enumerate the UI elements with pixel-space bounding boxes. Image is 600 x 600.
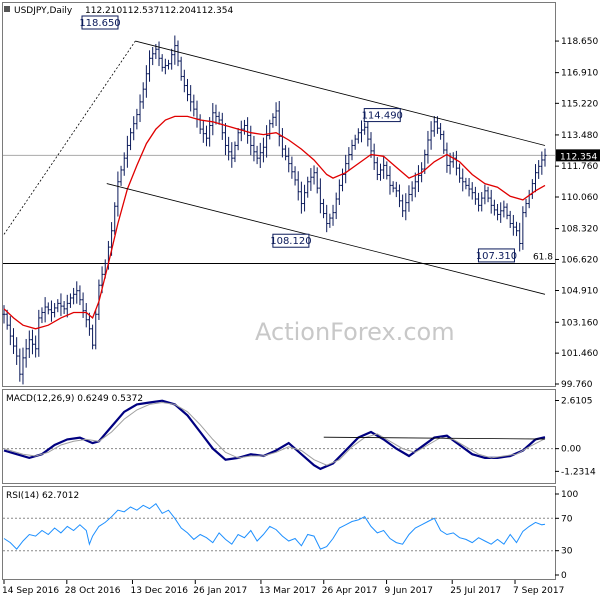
price-tick-label: 103.160 [561,318,598,328]
moving-average-line [3,115,546,330]
price-label-text: 118.650 [79,18,120,29]
price-tick-label: 99.760 [561,380,593,390]
rsi-line [3,502,546,550]
price-layer: 118.650 114.490 108.120 107.310 61.8 [2,15,555,385]
price-header: USDJPY,Daily 112.210 112.537 112.204 112… [4,6,233,16]
macd-panel [2,389,556,484]
price-tick-label: 115.220 [561,99,598,109]
macd-tick-label: -1.2314 [561,467,596,477]
macd-title: MACD(12,26,9) 0.6249 0.5372 [6,394,143,404]
rsi-tick-label: 70 [561,514,573,524]
price-tick-label: 106.620 [561,255,598,265]
low-value: 112.204 [159,6,196,16]
symbol-label: USDJPY,Daily [14,6,73,16]
rsi-tick-label: 0 [561,571,567,581]
price-label-text: 114.490 [362,111,403,122]
x-tick-label: 28 Oct 2016 [65,586,121,596]
x-tick-label: 25 Jul 2017 [450,586,501,596]
price-label-114-490: 114.490 [362,108,403,123]
watermark: ActionForex.com [255,318,455,346]
x-tick-label: 26 Jan 2017 [193,586,247,596]
axis-layer: 112.354 118.650 116.910 115.220 113.480 111.7… [2,37,600,596]
macd-layer [3,399,555,471]
macd-tick-label: 0.00 [561,445,581,455]
x-tick-label: 9 Jun 2017 [385,586,433,596]
price-label-text: 107.310 [476,251,517,262]
price-tick-label: 104.910 [561,287,598,297]
rsi-tick-label: 100 [561,490,578,500]
price-label-108-120: 108.120 [270,233,312,248]
price-label-107-310: 107.310 [476,248,517,263]
price-tick-label: 101.460 [561,349,598,359]
x-tick-label: 7 Sep 2017 [513,586,564,596]
price-bars [2,35,547,385]
price-tick-label: 116.910 [561,69,598,79]
fib-label: 61.8 [533,252,553,262]
price-label-box [363,108,401,123]
price-tick-label: 113.480 [561,131,598,141]
macd-macd-line [3,399,546,471]
x-tick-label: 13 Mar 2017 [259,586,316,596]
macd-resistance-line [323,436,546,440]
price-label-box [272,233,310,248]
rsi-panel [2,486,556,580]
price-tick-label: 110.060 [561,193,598,203]
rsi-tick-label: 30 [561,547,573,557]
close-value: 112.354 [196,6,233,16]
price-label-box [477,248,515,263]
current-price-marker [556,149,600,162]
header-arrow-icon [4,6,10,12]
macd-tick-label: 2.6105 [561,396,593,406]
x-tick-label: 14 Sep 2016 [2,586,59,596]
macd-signal-line [3,401,546,466]
current-price-value: 112.354 [560,152,597,162]
x-tick-label: 13 Dec 2016 [130,586,188,596]
rsi-title: RSI(14) 62.7012 [6,491,79,501]
price-tick-label: 118.650 [561,37,598,47]
trendline-2 [106,183,546,295]
price-tick-label: 108.320 [561,225,598,235]
high-value: 112.537 [122,6,159,16]
price-tick-label: 111.760 [561,162,598,172]
price-label-box [81,15,119,30]
price-label-text: 108.120 [270,236,311,247]
trendline-1 [135,40,546,146]
price-panel [2,2,556,387]
open-value: 112.210 [85,6,122,16]
price-label-118-650: 118.650 [79,15,121,30]
x-tick-label: 26 Apr 2017 [322,586,378,596]
trendline-0 [3,40,136,235]
rsi-layer [3,502,555,552]
